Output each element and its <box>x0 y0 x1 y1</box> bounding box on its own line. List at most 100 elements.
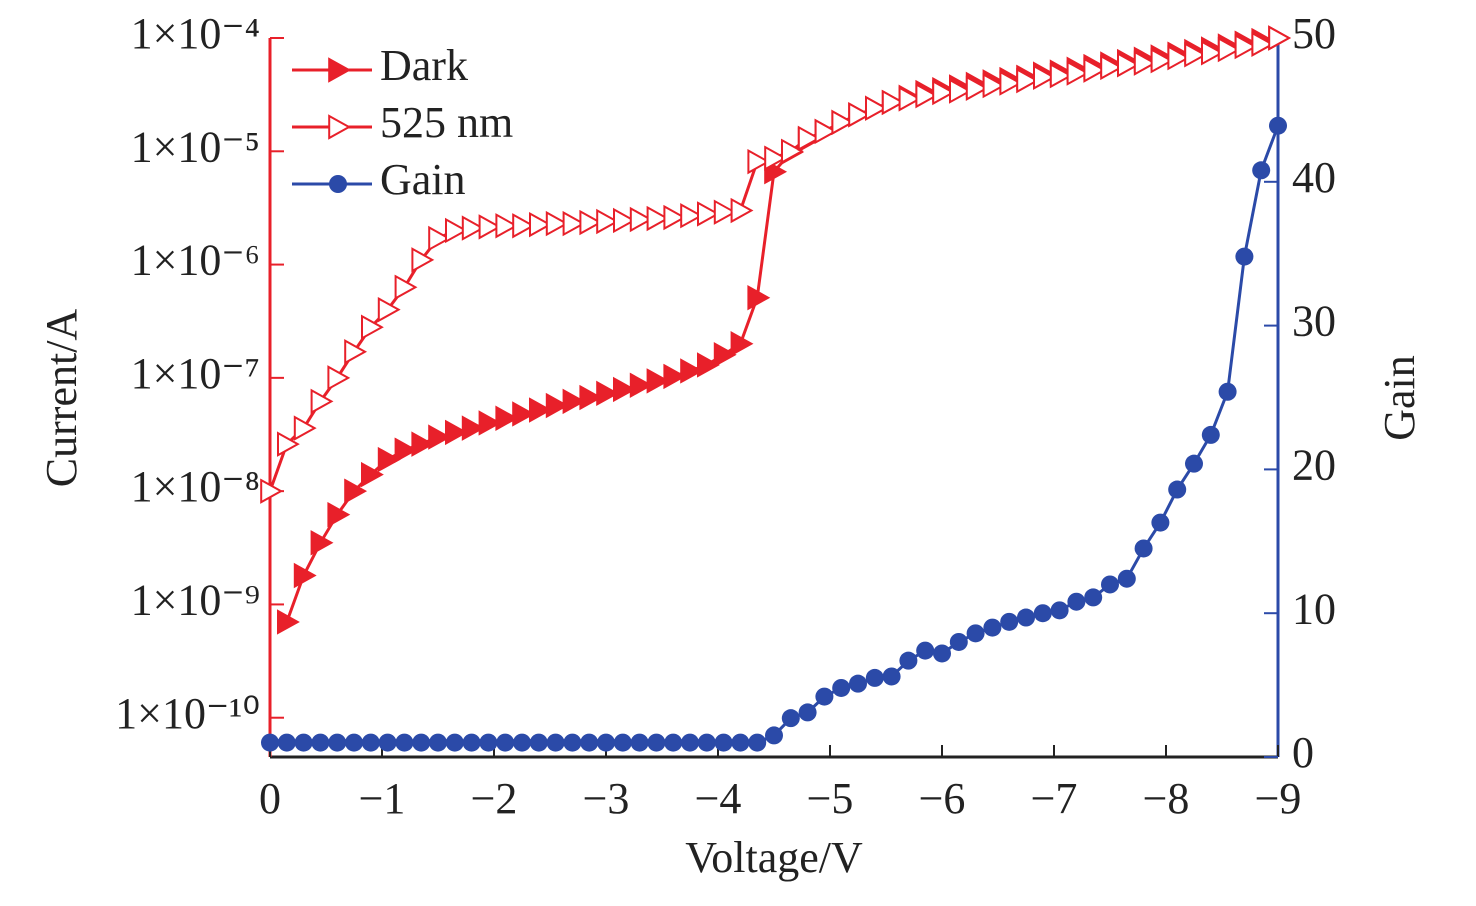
data-point <box>881 89 905 116</box>
data-point <box>546 733 565 752</box>
data-point <box>311 733 330 752</box>
data-point <box>613 376 636 403</box>
data-point <box>1235 247 1254 266</box>
data-point <box>1251 31 1275 57</box>
data-point <box>697 352 720 378</box>
y-tick-label: 1×10⁻⁴ <box>131 9 260 58</box>
data-point <box>647 733 666 752</box>
data-point <box>361 314 384 340</box>
data-point <box>629 206 653 233</box>
data-point <box>596 208 620 235</box>
data-point <box>361 733 380 752</box>
data-point <box>1083 57 1107 83</box>
y-tick-label: 1×10⁻⁶ <box>131 236 260 285</box>
data-point <box>832 678 851 697</box>
x-tick-label: −4 <box>695 774 742 823</box>
data-point <box>411 247 435 273</box>
data-point <box>277 609 300 635</box>
data-point <box>412 733 431 752</box>
legend-marker <box>328 57 352 83</box>
x-tick-label: −6 <box>919 774 966 823</box>
data-point <box>545 210 569 237</box>
legend-label: 525 nm <box>380 98 513 147</box>
data-point <box>797 125 821 152</box>
data-point <box>731 733 750 752</box>
data-point <box>461 415 485 441</box>
data-point <box>277 733 296 752</box>
data-point <box>747 148 771 175</box>
data-point <box>730 331 754 357</box>
y-axis-label: Current/A <box>37 309 86 488</box>
data-point <box>613 733 632 752</box>
data-point <box>562 388 586 415</box>
data-point <box>377 446 401 473</box>
data-point <box>798 703 817 722</box>
data-point <box>1252 161 1271 180</box>
data-point <box>681 733 699 752</box>
data-point <box>495 405 519 431</box>
data-point <box>1084 588 1103 607</box>
y-tick-label: 1×10⁻⁹ <box>131 576 260 625</box>
data-point <box>748 733 767 752</box>
data-point <box>310 388 334 415</box>
data-point <box>1000 612 1019 631</box>
data-point <box>1101 575 1119 594</box>
data-point <box>479 733 498 752</box>
y2-tick-label: 20 <box>1292 440 1336 489</box>
data-point <box>697 201 720 227</box>
data-point <box>765 726 783 745</box>
data-point <box>814 118 838 145</box>
data-point <box>361 461 384 488</box>
data-point <box>1217 36 1241 63</box>
data-point <box>293 415 317 441</box>
data-point <box>949 632 968 651</box>
data-point <box>848 102 872 128</box>
data-point <box>999 70 1023 96</box>
data-point <box>1033 604 1052 623</box>
data-point <box>1218 382 1237 401</box>
data-point <box>1185 454 1203 473</box>
data-point <box>1016 67 1040 94</box>
data-point <box>630 733 649 752</box>
data-point <box>680 358 704 384</box>
y-tick-label: 1×10⁻⁵ <box>131 122 260 171</box>
x-tick-label: −9 <box>1255 774 1302 823</box>
y-tick-label: 1×10⁻¹⁰ <box>115 689 260 738</box>
data-point <box>529 211 552 238</box>
data-point <box>344 478 368 504</box>
y2-tick-label: 50 <box>1292 9 1336 58</box>
data-point <box>916 641 935 660</box>
x-tick-label: 0 <box>259 774 281 823</box>
y2-axis-label: Gain <box>1375 355 1424 441</box>
data-point <box>529 397 552 423</box>
data-point <box>378 733 397 752</box>
data-point <box>1151 513 1170 532</box>
data-point <box>478 410 502 436</box>
data-point <box>1049 62 1073 89</box>
data-point <box>982 72 1006 99</box>
data-point <box>411 431 435 457</box>
data-point <box>394 274 418 301</box>
data-point <box>597 733 615 752</box>
data-point <box>865 668 884 687</box>
data-point <box>882 667 901 686</box>
data-point <box>428 225 452 252</box>
x-tick-label: −2 <box>471 774 518 823</box>
data-point <box>781 138 804 164</box>
data-point <box>277 431 300 457</box>
data-point <box>781 709 800 728</box>
data-point <box>260 478 284 504</box>
data-point <box>1201 425 1220 444</box>
data-point <box>1269 116 1287 135</box>
data-point <box>1117 569 1136 588</box>
data-point <box>764 145 788 171</box>
data-point <box>747 284 771 311</box>
data-point <box>310 530 334 556</box>
data-point <box>646 205 670 232</box>
y2-tick-label: 40 <box>1292 153 1336 202</box>
data-point <box>1268 25 1292 51</box>
data-point <box>664 733 683 752</box>
data-point <box>865 95 888 121</box>
data-point <box>580 733 599 752</box>
